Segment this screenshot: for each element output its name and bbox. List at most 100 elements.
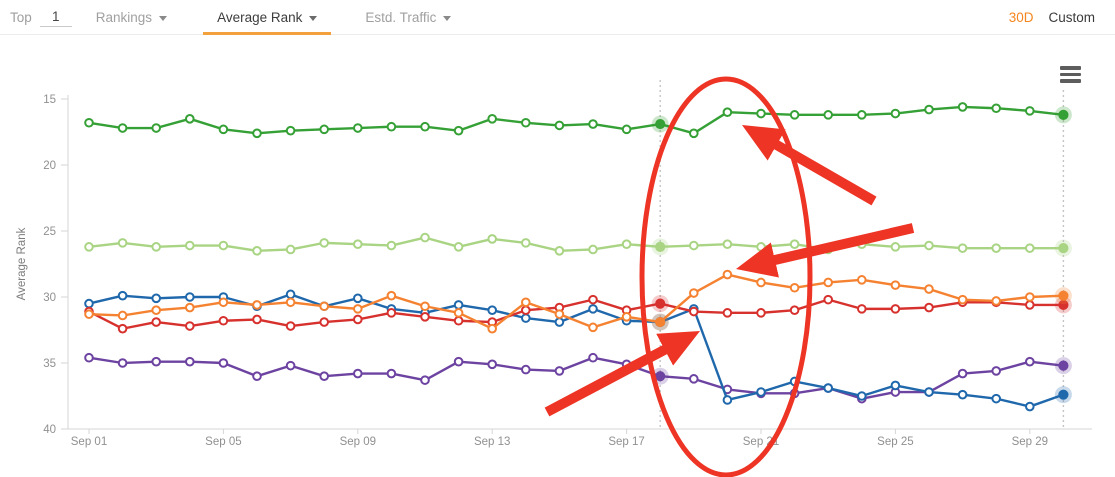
data-point[interactable] — [420, 121, 430, 132]
data-point[interactable] — [588, 322, 598, 333]
data-point[interactable] — [151, 123, 161, 133]
data-point[interactable] — [453, 308, 464, 318]
data-point[interactable] — [890, 304, 901, 314]
data-point[interactable] — [554, 120, 565, 131]
data-point[interactable] — [84, 352, 94, 363]
highlighted-data-point[interactable] — [655, 371, 666, 382]
data-point[interactable] — [453, 300, 464, 310]
data-point[interactable] — [521, 364, 531, 375]
data-point[interactable] — [991, 393, 1002, 404]
data-point[interactable] — [756, 308, 766, 318]
data-point[interactable] — [924, 240, 934, 251]
data-point[interactable] — [823, 110, 834, 120]
data-point[interactable] — [857, 304, 867, 314]
data-point[interactable] — [319, 317, 330, 327]
data-point[interactable] — [823, 383, 834, 393]
data-point[interactable] — [957, 389, 968, 400]
data-point[interactable] — [924, 104, 934, 115]
data-point[interactable] — [218, 124, 229, 135]
chart-menu-hamburger-icon[interactable] — [1060, 66, 1081, 83]
data-point[interactable] — [252, 300, 262, 310]
data-point[interactable] — [991, 366, 1002, 376]
data-point[interactable] — [621, 124, 632, 135]
data-point[interactable] — [924, 284, 934, 294]
data-point[interactable] — [185, 302, 195, 313]
data-point[interactable] — [420, 375, 430, 385]
data-point[interactable] — [185, 292, 195, 302]
data-point[interactable] — [252, 128, 262, 139]
highlighted-data-point[interactable] — [1058, 243, 1069, 254]
data-point[interactable] — [621, 312, 632, 322]
data-point[interactable] — [487, 359, 498, 370]
data-point[interactable] — [890, 280, 901, 290]
data-point[interactable] — [487, 114, 498, 124]
data-point[interactable] — [689, 240, 699, 251]
data-point[interactable] — [84, 309, 94, 319]
data-point[interactable] — [1025, 243, 1035, 253]
data-point[interactable] — [487, 305, 498, 316]
data-point[interactable] — [924, 387, 934, 397]
rankings-dropdown[interactable]: Rankings — [82, 0, 181, 34]
data-point[interactable] — [319, 301, 330, 312]
data-point[interactable] — [84, 117, 94, 128]
data-point[interactable] — [84, 242, 94, 252]
data-point[interactable] — [386, 121, 397, 132]
data-point[interactable] — [117, 358, 128, 368]
data-point[interactable] — [722, 269, 733, 280]
data-point[interactable] — [185, 114, 195, 124]
data-point[interactable] — [252, 371, 262, 382]
data-point[interactable] — [823, 294, 834, 305]
data-point[interactable] — [151, 293, 161, 304]
data-point[interactable] — [890, 242, 901, 252]
data-point[interactable] — [957, 243, 968, 253]
data-point[interactable] — [554, 366, 565, 376]
data-point[interactable] — [453, 125, 464, 136]
data-point[interactable] — [554, 309, 565, 319]
data-point[interactable] — [420, 232, 430, 243]
data-point[interactable] — [924, 302, 934, 313]
data-point[interactable] — [285, 360, 296, 371]
data-point[interactable] — [218, 297, 229, 308]
data-point[interactable] — [353, 314, 363, 325]
data-point[interactable] — [453, 315, 464, 326]
data-point[interactable] — [890, 108, 901, 119]
data-point[interactable] — [453, 356, 464, 367]
data-point[interactable] — [218, 358, 229, 368]
data-point[interactable] — [185, 356, 195, 367]
range-custom-button[interactable]: Custom — [1048, 9, 1095, 25]
data-point[interactable] — [1025, 106, 1035, 116]
data-point[interactable] — [588, 244, 598, 255]
data-point[interactable] — [117, 238, 128, 248]
data-point[interactable] — [151, 356, 161, 367]
data-point[interactable] — [857, 275, 867, 285]
highlighted-data-point[interactable] — [655, 118, 666, 130]
data-point[interactable] — [319, 238, 330, 248]
highlighted-data-point[interactable] — [1058, 360, 1069, 371]
data-point[interactable] — [353, 368, 363, 379]
data-point[interactable] — [117, 310, 128, 321]
data-point[interactable] — [386, 290, 397, 301]
tab-average-rank[interactable]: Average Rank — [203, 0, 332, 35]
data-point[interactable] — [857, 110, 867, 120]
data-point[interactable] — [117, 123, 128, 133]
data-point[interactable] — [185, 321, 195, 331]
data-point[interactable] — [151, 317, 161, 327]
highlighted-data-point[interactable] — [655, 316, 666, 328]
data-point[interactable] — [689, 288, 699, 298]
data-point[interactable] — [789, 305, 800, 316]
data-point[interactable] — [386, 368, 397, 379]
data-point[interactable] — [151, 305, 161, 316]
highlighted-data-point[interactable] — [1058, 109, 1069, 120]
data-point[interactable] — [588, 294, 598, 305]
data-point[interactable] — [117, 290, 128, 301]
data-point[interactable] — [285, 244, 296, 255]
data-point[interactable] — [285, 297, 296, 308]
data-point[interactable] — [991, 243, 1002, 253]
data-point[interactable] — [285, 125, 296, 136]
data-point[interactable] — [588, 119, 598, 129]
data-point[interactable] — [554, 317, 565, 327]
data-point[interactable] — [117, 323, 128, 334]
data-point[interactable] — [756, 242, 766, 252]
data-point[interactable] — [957, 294, 968, 305]
